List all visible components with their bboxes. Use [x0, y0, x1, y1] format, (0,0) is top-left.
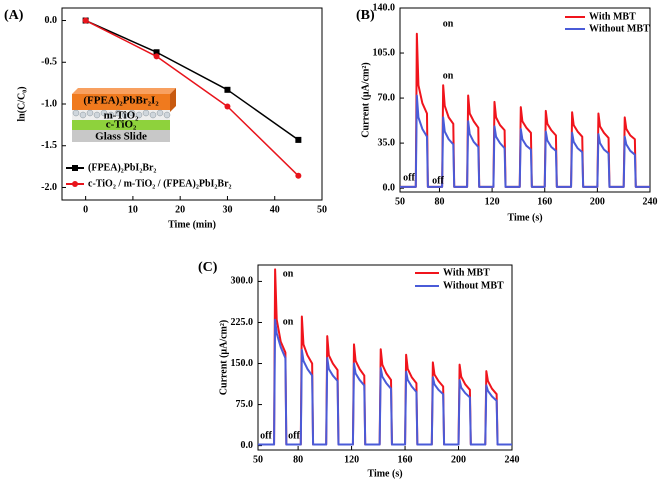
inset-label: c-TiO₂: [106, 119, 137, 131]
panel-label: (C): [198, 260, 218, 275]
x-tick-label: 240: [505, 454, 520, 465]
x-tick-label: 30: [222, 204, 232, 215]
annotation: off: [288, 430, 300, 441]
marker: [295, 172, 302, 179]
y-tick-label: -1.5: [41, 140, 57, 151]
y-tick-label: 225.0: [231, 317, 254, 328]
inset-label: Glass Slide: [95, 131, 147, 143]
series-line: [400, 32, 650, 188]
y-tick-label: 35.0: [378, 137, 396, 148]
y-tick-label: 140.0: [373, 2, 396, 13]
legend-label: Without MBT: [589, 23, 650, 34]
marker: [153, 49, 160, 56]
y-tick-label: 75.0: [236, 399, 254, 410]
y-tick-label: 0.0: [241, 440, 254, 451]
layer-side: [170, 88, 176, 112]
legend-label: Without MBT: [443, 280, 504, 291]
x-tick-label: 160: [537, 196, 552, 207]
x-tick-label: 80: [293, 454, 303, 465]
marker: [82, 17, 89, 24]
x-tick-label: 50: [253, 454, 263, 465]
y-axis-label: Current (μA/cm²): [360, 62, 371, 137]
annotation: off: [403, 172, 415, 183]
x-tick-label: 40: [270, 204, 280, 215]
layer-perovskite: [72, 94, 170, 110]
y-axis-label: Current (μA/cm²): [218, 320, 229, 395]
series-line: [258, 268, 512, 446]
series-line: [400, 94, 650, 188]
series-line: [258, 318, 512, 446]
x-tick-label: 80: [434, 196, 444, 207]
panel-label: (A): [4, 8, 24, 23]
legend-label: (FPEA)₂PbI₂Br₂: [88, 162, 156, 173]
legend-marker: [72, 181, 78, 187]
x-tick-label: 20: [175, 204, 185, 215]
y-axis-label: ln(C/C₀): [16, 86, 27, 121]
layer-ctio2: [72, 120, 170, 130]
x-tick-label: 160: [398, 454, 413, 465]
legend-label: With MBT: [443, 267, 490, 278]
plot-frame: [399, 7, 651, 193]
nanoparticles: [72, 109, 171, 119]
marker: [224, 86, 231, 93]
inset-label: (FPEA)₂PbBr₂I₂: [83, 95, 159, 107]
inset-label: m-TiO₂: [104, 110, 140, 122]
x-tick-label: 10: [128, 204, 138, 215]
y-tick-label: 300.0: [231, 276, 254, 287]
y-tick-label: -2.0: [41, 182, 57, 193]
x-tick-label: 50: [317, 204, 327, 215]
layer-top: [72, 88, 176, 94]
annotation: on: [443, 18, 454, 29]
annotation: off: [260, 430, 272, 441]
x-axis-label: Time (s): [367, 468, 402, 479]
y-tick-label: 0.0: [45, 15, 58, 26]
x-tick-label: 200: [451, 454, 466, 465]
x-axis-label: Time (min): [168, 219, 216, 230]
x-tick-label: 0: [83, 204, 88, 215]
annotation: on: [283, 316, 294, 327]
plot-frame: [257, 264, 513, 451]
y-tick-label: 0.0: [383, 182, 396, 193]
inset-diagram: (FPEA)₂PbBr₂I₂ m-TiO₂ c-TiO₂ Glass Slide: [72, 88, 176, 143]
y-tick-label: 105.0: [373, 47, 396, 58]
legend-label: With MBT: [589, 11, 636, 22]
series-line: [85, 19, 299, 141]
y-tick-label: 70.0: [378, 92, 396, 103]
marker: [295, 136, 302, 143]
marker: [224, 103, 231, 110]
annotation: on: [443, 70, 454, 81]
annotation: on: [283, 268, 294, 279]
y-tick-label: -1.0: [41, 98, 57, 109]
x-tick-label: 200: [590, 196, 605, 207]
annotation: off: [432, 175, 444, 186]
legend-label: c-TiO₂ / m-TiO₂ / (FPEA)₂PbI₂Br₂: [88, 178, 232, 189]
legend-marker: [72, 165, 78, 171]
x-tick-label: 120: [344, 454, 359, 465]
marker: [153, 53, 160, 60]
series-line: [85, 19, 299, 177]
x-axis-label: Time (s): [507, 212, 542, 223]
y-tick-label: -0.5: [41, 57, 57, 68]
x-tick-label: 240: [643, 196, 658, 207]
y-tick-label: 150.0: [231, 358, 254, 369]
layer-glass: [72, 130, 170, 142]
panel-label: (B): [356, 8, 375, 23]
layer-mtio2: [72, 110, 170, 120]
x-tick-label: 50: [395, 196, 405, 207]
x-tick-label: 120: [485, 196, 500, 207]
